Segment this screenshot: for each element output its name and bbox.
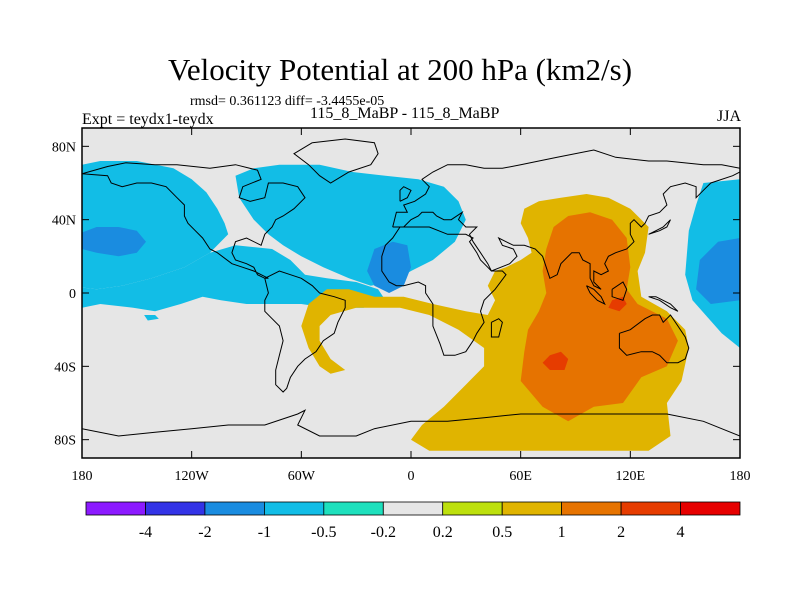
case-label: 115_8_MaBP - 115_8_MaBP — [310, 105, 500, 122]
contour-east-pacific-core — [696, 238, 740, 304]
experiment-label: Expt = teydx1-teydx — [82, 111, 214, 128]
colorbar-swatch — [501, 501, 563, 516]
coastline-7 — [618, 314, 690, 364]
y-tick-label: 40N — [52, 214, 76, 229]
chart-title: Velocity Potential at 200 hPa (km2/s) — [167, 52, 633, 87]
colorbar-label: 4 — [677, 524, 685, 541]
coastline-0 — [82, 162, 306, 279]
colorbar-label: -0.2 — [371, 524, 396, 541]
coastline-4 — [392, 171, 740, 290]
colorbar: -4 -2 -1 -0.5 -0.2 0.2 0.5 1 2 4 — [85, 501, 741, 541]
colorbar-label: 2 — [617, 524, 625, 541]
colorbar-label: 0.5 — [492, 524, 512, 541]
coastline-1 — [264, 270, 346, 393]
contour-small-blob-south-pacific — [144, 315, 159, 321]
y-tick-label: 40S — [54, 360, 76, 375]
y-tick-label: 80S — [54, 434, 76, 449]
axis-ticks: 180 120W 60W 0 60E 120E 180 80N 40N 0 40S 80S — [52, 128, 751, 484]
colorbar-label: -2 — [198, 524, 211, 541]
contour-fills — [82, 161, 740, 451]
colorbar-swatch — [323, 501, 384, 516]
coastline-5 — [381, 226, 507, 356]
contour-north-pacific-core — [82, 227, 146, 257]
colorbar-label: -4 — [139, 524, 152, 541]
x-tick-label: 60W — [288, 469, 316, 484]
colorbar-label: 1 — [558, 524, 566, 541]
coastlines — [82, 138, 740, 437]
x-tick-label: 60E — [509, 469, 532, 484]
colorbar-swatch — [85, 501, 146, 516]
stats-line: rmsd= 0.361123 diff= -3.4455e-05 — [190, 94, 385, 109]
x-tick-label: 180 — [72, 469, 93, 484]
y-tick-label: 80N — [52, 140, 76, 155]
contour-asia-minor-core — [367, 241, 411, 293]
colorbar-swatch — [145, 501, 206, 516]
contour-north-pacific-negative — [82, 161, 229, 290]
coastline-13 — [648, 219, 671, 235]
y-tick-label: 0 — [69, 287, 76, 302]
colorbar-swatch — [561, 501, 622, 516]
colorbar-label: 0.2 — [433, 524, 453, 541]
coastline-12 — [399, 186, 412, 202]
colorbar-label: -0.5 — [311, 524, 336, 541]
x-tick-label: 180 — [730, 469, 751, 484]
coastline-3 — [392, 149, 740, 228]
coastline-2 — [293, 138, 379, 184]
contour-pacific-southern-band-negative — [82, 245, 386, 312]
x-tick-label: 120W — [175, 469, 210, 484]
coastline-9 — [586, 285, 606, 306]
coastline-8 — [82, 409, 740, 437]
contour-positive-core-b — [542, 351, 569, 370]
colorbar-swatch — [382, 501, 444, 516]
colorbar-swatch — [680, 501, 741, 516]
colorbar-swatch — [620, 501, 681, 516]
colorbar-swatch — [204, 501, 265, 516]
coastline-10 — [611, 281, 628, 301]
colorbar-label: -1 — [258, 524, 271, 541]
coastline-6 — [490, 318, 503, 338]
x-tick-label: 120E — [616, 469, 646, 484]
colorbar-swatch — [263, 501, 325, 516]
coastline-11 — [648, 296, 679, 312]
season-label: JJA — [717, 108, 742, 125]
x-tick-label: 0 — [408, 469, 415, 484]
colorbar-swatch — [442, 501, 503, 516]
